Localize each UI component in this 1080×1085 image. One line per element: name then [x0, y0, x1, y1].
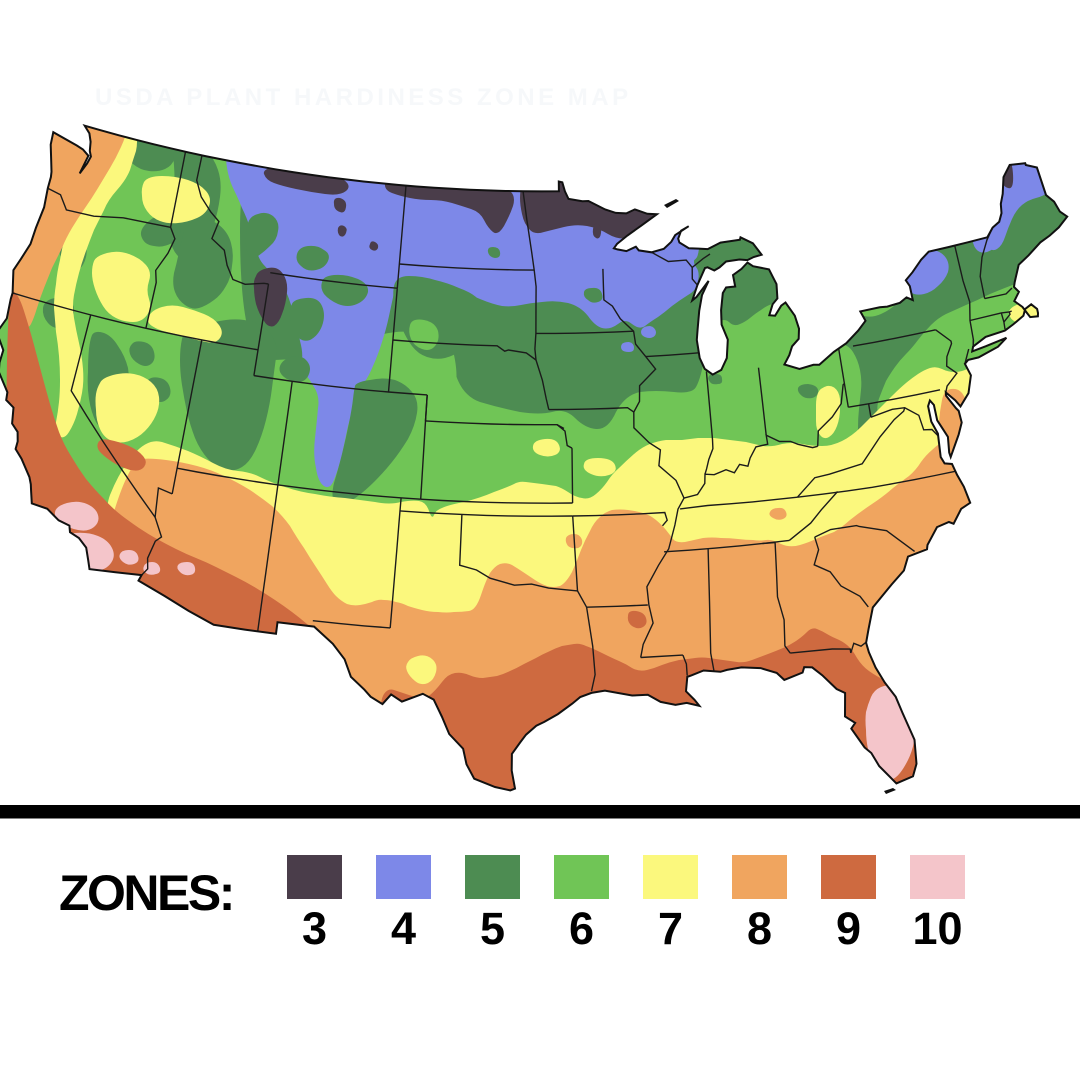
svg-text:9: 9 — [836, 903, 861, 954]
svg-text:10: 10 — [912, 903, 962, 954]
svg-text:5: 5 — [480, 903, 505, 954]
svg-text:4: 4 — [391, 903, 416, 954]
svg-text:ZONES:: ZONES: — [59, 865, 233, 921]
svg-text:8: 8 — [747, 903, 772, 954]
svg-text:3: 3 — [302, 903, 327, 954]
svg-text:7: 7 — [658, 903, 683, 954]
svg-text:6: 6 — [569, 903, 594, 954]
svg-text:USDA PLANT HARDINESS ZONE MAP: USDA PLANT HARDINESS ZONE MAP — [95, 84, 632, 111]
